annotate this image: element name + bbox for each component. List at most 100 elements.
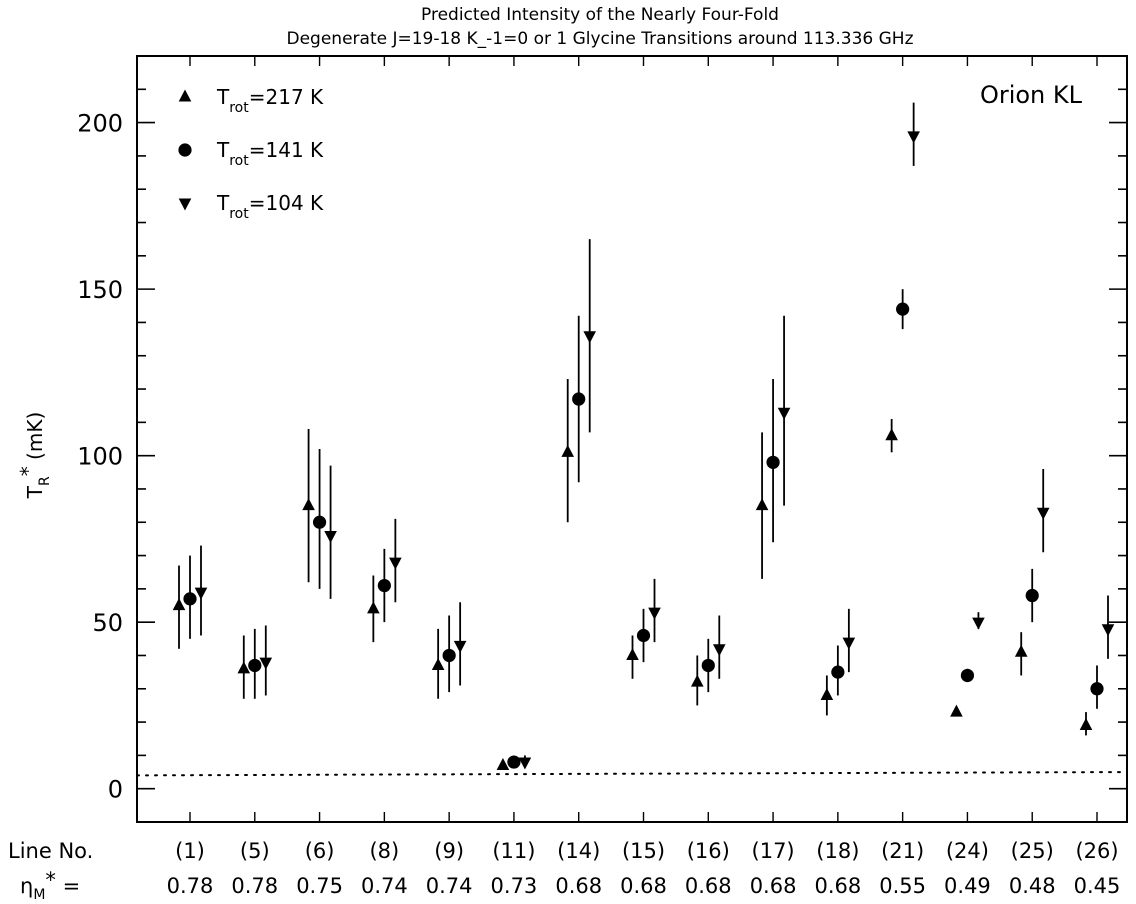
chart-title-line-1: Predicted Intensity of the Nearly Four-F… (421, 5, 779, 25)
eta-value: 0.74 (361, 874, 408, 898)
data-point (572, 392, 586, 406)
legend-label: Trot=217 K (216, 85, 324, 116)
x-category-label: (1) (175, 839, 205, 863)
y-axis-ticks: 0 50 100 150 200 (77, 56, 1127, 822)
x-category-label: (25) (1011, 839, 1054, 863)
data-point (885, 428, 898, 441)
x-category-label: (16) (687, 839, 730, 863)
data-point (831, 665, 845, 679)
data-point (820, 688, 834, 701)
data-point (755, 498, 769, 511)
reference-dotted-line (136, 771, 1128, 777)
data-point (896, 302, 910, 316)
reference-line (136, 771, 1128, 777)
eta-value: 0.45 (1074, 874, 1121, 898)
eta-value: 0.75 (296, 874, 343, 898)
y-tick-label: 100 (77, 443, 123, 471)
legend-marker (178, 143, 192, 157)
legend-marker (178, 198, 192, 211)
data-point (259, 657, 273, 670)
data-point (518, 757, 532, 770)
data-point (389, 557, 402, 570)
eta-value: 0.78 (231, 874, 278, 898)
y-axis-label-text: TR* (mK) (16, 412, 53, 500)
data-point (1101, 624, 1115, 637)
data-point (842, 637, 856, 650)
x-category-label: (17) (752, 839, 795, 863)
data-point (583, 331, 597, 344)
x-category-label: (14) (557, 839, 600, 863)
data-point (1025, 588, 1039, 603)
y-tick-label: 0 (108, 776, 123, 804)
x-category-label: (9) (434, 839, 464, 863)
x-category-label: (11) (492, 839, 535, 863)
bottom-rows: Line No. (1) (5) (6) (8) (9) (11) (14) (15) (16) (… (8, 839, 1120, 903)
data-point (648, 607, 661, 620)
y-tick-label: 50 (92, 609, 123, 637)
data-point (367, 601, 380, 614)
data-point (1079, 717, 1093, 730)
x-category-label: (18) (816, 839, 859, 863)
chart-title-line-2: Degenerate J=19-18 K_-1=0 or 1 Glycine T… (287, 29, 914, 49)
eta-value: 0.68 (555, 874, 602, 898)
legend: Trot=217 K Trot=141 K Trot=104 K (178, 85, 324, 222)
data-point (1090, 682, 1104, 696)
eta-value: 0.78 (167, 874, 214, 898)
plot-axes (136, 55, 1128, 823)
data-point (431, 658, 445, 671)
x-category-label: (24) (946, 839, 989, 863)
data-point (453, 640, 467, 653)
x-category-label: (8) (369, 839, 399, 863)
x-category-label: (21) (881, 839, 924, 863)
x-category-label: (6) (305, 839, 335, 863)
data-point (972, 617, 985, 630)
data-point (626, 648, 639, 661)
data-point (496, 757, 510, 770)
y-axis-label: TR* (mK) (16, 412, 53, 500)
y-tick-label: 200 (77, 110, 123, 138)
eta-value: 0.68 (814, 874, 861, 898)
data-point (950, 704, 963, 717)
data-point (766, 455, 780, 469)
data-point (690, 674, 704, 687)
data-point (907, 131, 920, 144)
data-point (377, 578, 391, 593)
legend-label: Trot=104 K (216, 191, 324, 222)
line-no-label: Line No. (8, 839, 93, 863)
eta-value: 0.68 (750, 874, 797, 898)
eta-value: 0.74 (426, 874, 473, 898)
eta-value: 0.55 (879, 874, 926, 898)
data-point (636, 628, 651, 643)
data-point (237, 661, 251, 674)
eta-value: 0.49 (944, 874, 991, 898)
x-category-label: (5) (240, 839, 270, 863)
data-point (960, 668, 975, 683)
eta-value: 0.48 (1009, 874, 1056, 898)
data-point (442, 648, 456, 663)
legend-label: Trot=141 K (216, 138, 324, 169)
data-marks (172, 102, 1115, 770)
data-point (248, 658, 262, 673)
x-category-label: (26) (1075, 839, 1118, 863)
eta-value: 0.73 (491, 874, 538, 898)
data-point (302, 498, 315, 511)
data-point (194, 587, 208, 600)
data-point (712, 644, 726, 657)
data-point (561, 444, 575, 457)
x-category-label: (15) (622, 839, 665, 863)
data-point (312, 515, 327, 529)
eta-value: 0.68 (620, 874, 667, 898)
data-point (324, 531, 337, 544)
data-point (172, 598, 186, 611)
data-point (777, 407, 791, 420)
data-point (701, 658, 715, 673)
data-point (183, 592, 197, 606)
y-tick-label: 150 (77, 276, 123, 304)
plot-frame (136, 55, 1128, 823)
data-point (507, 755, 521, 769)
annotation-orion-kl: Orion KL (980, 81, 1083, 109)
data-point (1036, 507, 1050, 520)
data-point (1014, 644, 1028, 657)
legend-marker (178, 89, 192, 102)
